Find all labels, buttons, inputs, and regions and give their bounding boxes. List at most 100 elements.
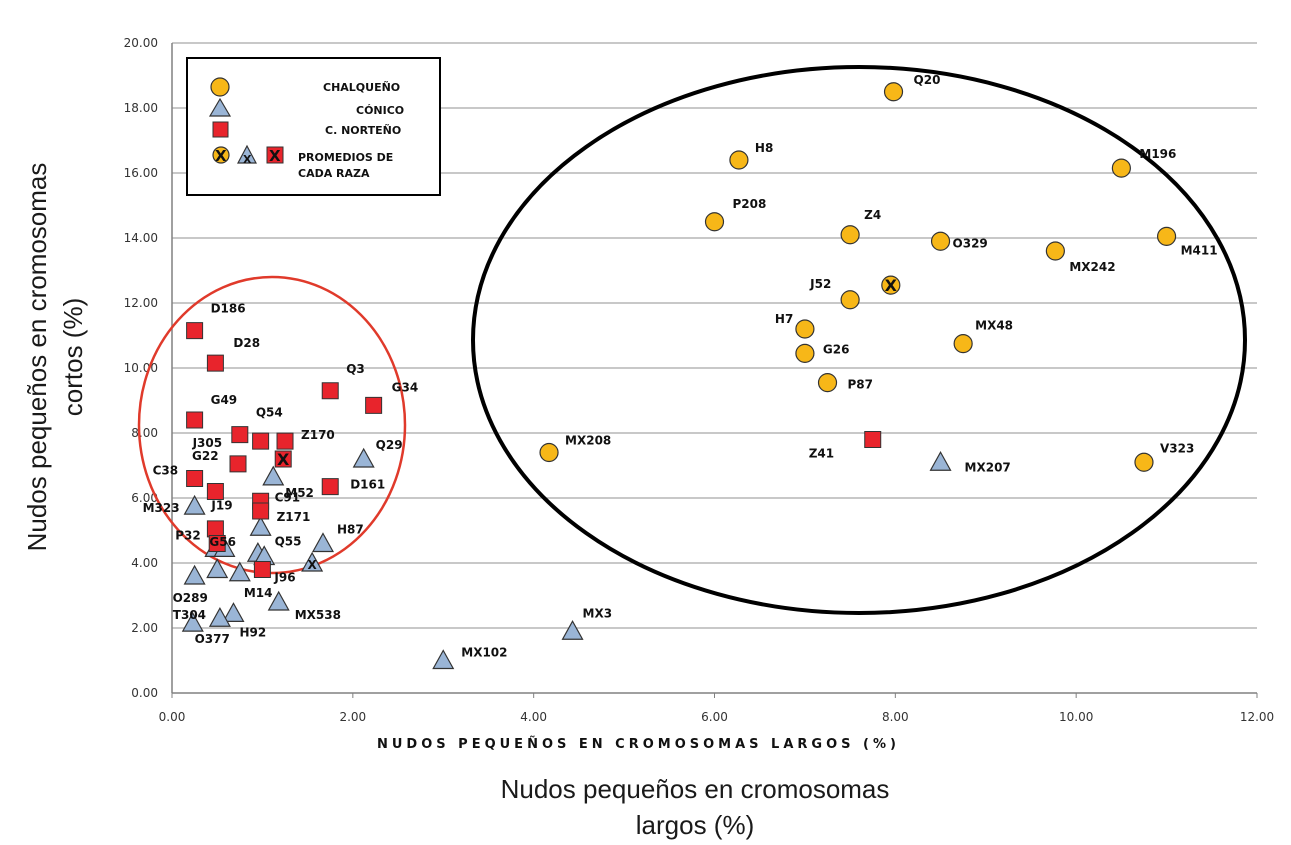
average-marker-c-nico: [301, 551, 324, 572]
point-c-nico: [352, 447, 375, 468]
point-label: Z41: [809, 447, 834, 461]
point-c-norte-o: [321, 478, 339, 496]
x-tick-label: 0.00: [159, 710, 186, 724]
outer-x-label-line1: Nudos pequeños en cromosomas: [501, 774, 890, 804]
outer-x-label-line2: largos (%): [636, 810, 754, 840]
point-chalque-o: [729, 150, 749, 170]
point-label: Q55: [275, 534, 302, 548]
legend-average-label-2: CADA RAZA: [298, 167, 370, 180]
point-label: H87: [337, 523, 364, 537]
point-label: T304: [173, 608, 206, 622]
point-label: MX208: [565, 434, 611, 448]
x-tick-label: 2.00: [339, 710, 366, 724]
point-c-nico: [262, 465, 285, 486]
svg-text:X: X: [269, 147, 281, 165]
average-x-mark: X: [885, 276, 898, 295]
point-c-nico: [929, 451, 952, 471]
point-chalque-o: [883, 82, 904, 102]
point-label: M323: [143, 501, 180, 515]
point-label: Q54: [256, 406, 283, 420]
point-c-norte-o: [252, 432, 270, 450]
point-chalque-o: [817, 373, 838, 393]
point-c-nico: [183, 564, 206, 585]
point-label: D28: [233, 336, 260, 350]
point-label: Q20: [914, 73, 941, 87]
point-c-norte-o: [186, 470, 204, 487]
point-label: J96: [273, 571, 295, 585]
point-c-norte-o: [231, 426, 249, 444]
legend-label-norteno: C. NORTEÑO: [325, 124, 401, 137]
x-tick-label: 8.00: [882, 710, 909, 724]
grid-lines: [172, 42, 1257, 629]
point-c-norte-o: [321, 382, 339, 400]
outer-y-label-line2: cortos (%): [58, 298, 88, 416]
point-chalque-o: [1134, 452, 1154, 472]
data-points: X X X: [181, 82, 1177, 670]
axes: 0.00 2.00 4.00 6.00 8.00 10.00 12.00 14.00 16.00…: [124, 36, 1275, 724]
point-chalque-o: [840, 225, 860, 245]
legend-marker-chalqueno: [210, 77, 230, 97]
point-label: D161: [350, 478, 385, 492]
y-tick-label: 2.00: [131, 621, 158, 635]
point-label: M52: [285, 486, 314, 500]
average-marker-c-norte-o: [274, 450, 292, 468]
x-tick-label: 10.00: [1059, 710, 1093, 724]
point-c-norte-o: [186, 411, 204, 429]
point-c-nico: [208, 607, 231, 627]
point-chalque-o: [1045, 241, 1065, 261]
point-c-norte-o: [276, 432, 294, 450]
svg-text:X: X: [215, 147, 227, 165]
point-c-nico: [249, 516, 272, 536]
point-c-nico: [222, 602, 245, 622]
y-tick-label: 12.00: [124, 296, 158, 310]
point-chalque-o: [840, 290, 860, 310]
legend-marker-conico: [208, 97, 232, 117]
svg-text:X: X: [243, 153, 252, 166]
legend-box: [186, 57, 441, 196]
point-label: J52: [809, 277, 831, 291]
y-tick-label: 6.00: [131, 491, 158, 505]
point-c-nico: [228, 561, 251, 582]
point-chalque-o: [795, 319, 815, 339]
point-chalque-o: [1156, 226, 1177, 246]
point-label: MX242: [1069, 260, 1115, 274]
point-label: M411: [1181, 243, 1218, 257]
point-label: V323: [1160, 441, 1194, 455]
point-label: C38: [153, 464, 179, 478]
point-label: G56: [209, 535, 236, 549]
point-chalque-o: [539, 442, 559, 463]
legend-average-label-1: PROMEDIOS DE: [298, 151, 393, 164]
norteno-cluster-ellipse: [137, 275, 407, 575]
point-label: Z171: [277, 510, 311, 524]
outer-y-label-line1: Nudos pequeños en cromosomas: [22, 163, 52, 552]
point-c-norte-o: [206, 354, 224, 372]
point-chalque-o: [953, 334, 973, 354]
point-label: MX48: [975, 319, 1013, 333]
point-c-nico: [181, 611, 204, 632]
legend-average-markers: X X X: [212, 144, 284, 166]
average-x-mark: X: [277, 450, 290, 469]
point-label: Q3: [346, 362, 365, 376]
point-chalque-o: [795, 343, 815, 363]
average-marker-chalque-o: [881, 275, 901, 295]
point-label: M14: [244, 586, 273, 600]
point-label: P87: [848, 378, 874, 392]
x-tick-label: 6.00: [701, 710, 728, 724]
chalqueno-cluster-ellipse: [471, 65, 1247, 615]
legend-label-chalqueno: CHALQUEÑO: [323, 81, 400, 94]
point-label: C91: [275, 490, 301, 504]
point-labels: Q20 H8 M196 P208 Z4 O329 MX242 M411 J52 H7 MX48 G26…: [143, 73, 1218, 660]
cluster-ellipses: [137, 65, 1247, 615]
point-c-nico: [561, 620, 584, 640]
point-label: G49: [211, 393, 238, 407]
point-label: Q29: [376, 438, 403, 452]
point-c-nico: [311, 532, 335, 553]
point-c-norte-o: [186, 322, 204, 340]
point-label: O377: [195, 632, 230, 646]
point-label: Z4: [864, 208, 881, 222]
y-tick-label: 20.00: [124, 36, 158, 50]
point-c-nico: [267, 590, 290, 611]
point-label: G34: [392, 380, 419, 394]
point-label: MX3: [583, 606, 613, 620]
